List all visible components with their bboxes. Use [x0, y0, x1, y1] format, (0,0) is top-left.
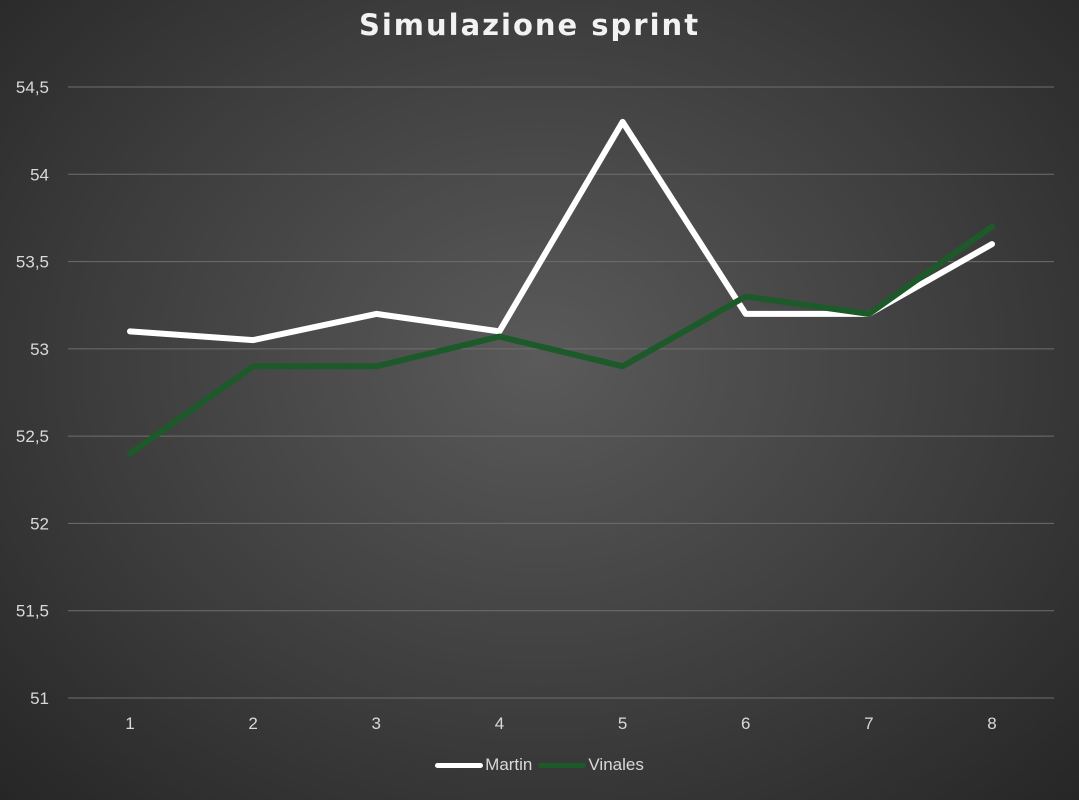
series-line-vinales [127, 223, 995, 457]
x-axis-tick-labels: 1 2 3 4 5 6 7 8 [125, 714, 996, 733]
y-tick-label: 53 [30, 340, 49, 359]
x-tick-label: 4 [495, 714, 504, 733]
legend-swatch [538, 762, 587, 768]
x-tick-label: 3 [372, 714, 381, 733]
y-tick-label: 54 [30, 165, 49, 184]
y-tick-label: 53,5 [16, 253, 49, 272]
y-axis-tick-labels: 51 51,5 52 52,5 53 53,5 54 54,5 [16, 78, 49, 708]
chart-title: Simulazione sprint [358, 8, 701, 42]
legend-label: Vinales [588, 755, 644, 774]
x-tick-label: 5 [618, 714, 627, 733]
y-tick-label: 51,5 [16, 602, 49, 621]
x-tick-label: 7 [864, 714, 873, 733]
legend: Martin Vinales [0, 755, 1079, 775]
x-tick-label: 2 [248, 714, 257, 733]
legend-label: Martin [485, 755, 533, 774]
x-tick-label: 1 [125, 714, 134, 733]
y-tick-label: 54,5 [16, 78, 49, 97]
y-tick-label: 52,5 [16, 427, 49, 446]
x-tick-label: 6 [741, 714, 750, 733]
gridlines [68, 86, 1054, 699]
legend-swatch [435, 762, 484, 768]
y-tick-label: 52 [30, 514, 49, 533]
legend-item-vinales: Vinales [538, 755, 644, 775]
series-lines [127, 118, 995, 457]
series-line-martin [127, 118, 995, 344]
legend-item-martin: Martin [435, 755, 532, 775]
y-tick-label: 51 [30, 689, 49, 708]
x-tick-label: 8 [987, 714, 996, 733]
